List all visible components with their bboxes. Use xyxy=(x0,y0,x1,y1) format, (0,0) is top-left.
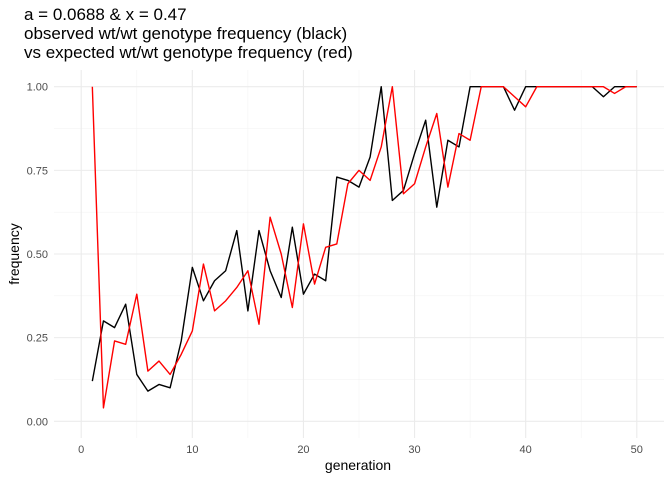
x-axis-title: generation xyxy=(325,457,391,473)
tick-labels: 0 10 20 30 40 50 0.00 0.25 0.50 0.75 1.00 xyxy=(27,82,643,456)
y-axis-title: frequency xyxy=(6,223,22,284)
y-tick-label: 0.75 xyxy=(27,165,48,177)
x-tick-label: 40 xyxy=(520,444,532,456)
x-tick-label: 30 xyxy=(408,444,420,456)
observed-series-line xyxy=(91,86,637,392)
x-tick-label: 0 xyxy=(78,444,84,456)
y-tick-label: 0.50 xyxy=(27,249,48,261)
chart-title-line-3: vs expected wt/wt genotype frequency (re… xyxy=(24,43,353,62)
chart-title-line-1: a = 0.0688 & x = 0.47 xyxy=(24,5,187,24)
y-tick-label: 1.00 xyxy=(27,82,48,94)
x-tick-label: 20 xyxy=(297,444,309,456)
y-tick-label: 0.00 xyxy=(27,416,48,428)
chart-title-line-2: observed wt/wt genotype frequency (black… xyxy=(24,24,348,43)
grid xyxy=(54,70,664,438)
expected-series-line xyxy=(91,86,637,409)
series-lines xyxy=(91,86,637,409)
y-tick-label: 0.25 xyxy=(27,333,48,345)
x-tick-label: 50 xyxy=(631,444,643,456)
x-tick-label: 10 xyxy=(186,444,198,456)
